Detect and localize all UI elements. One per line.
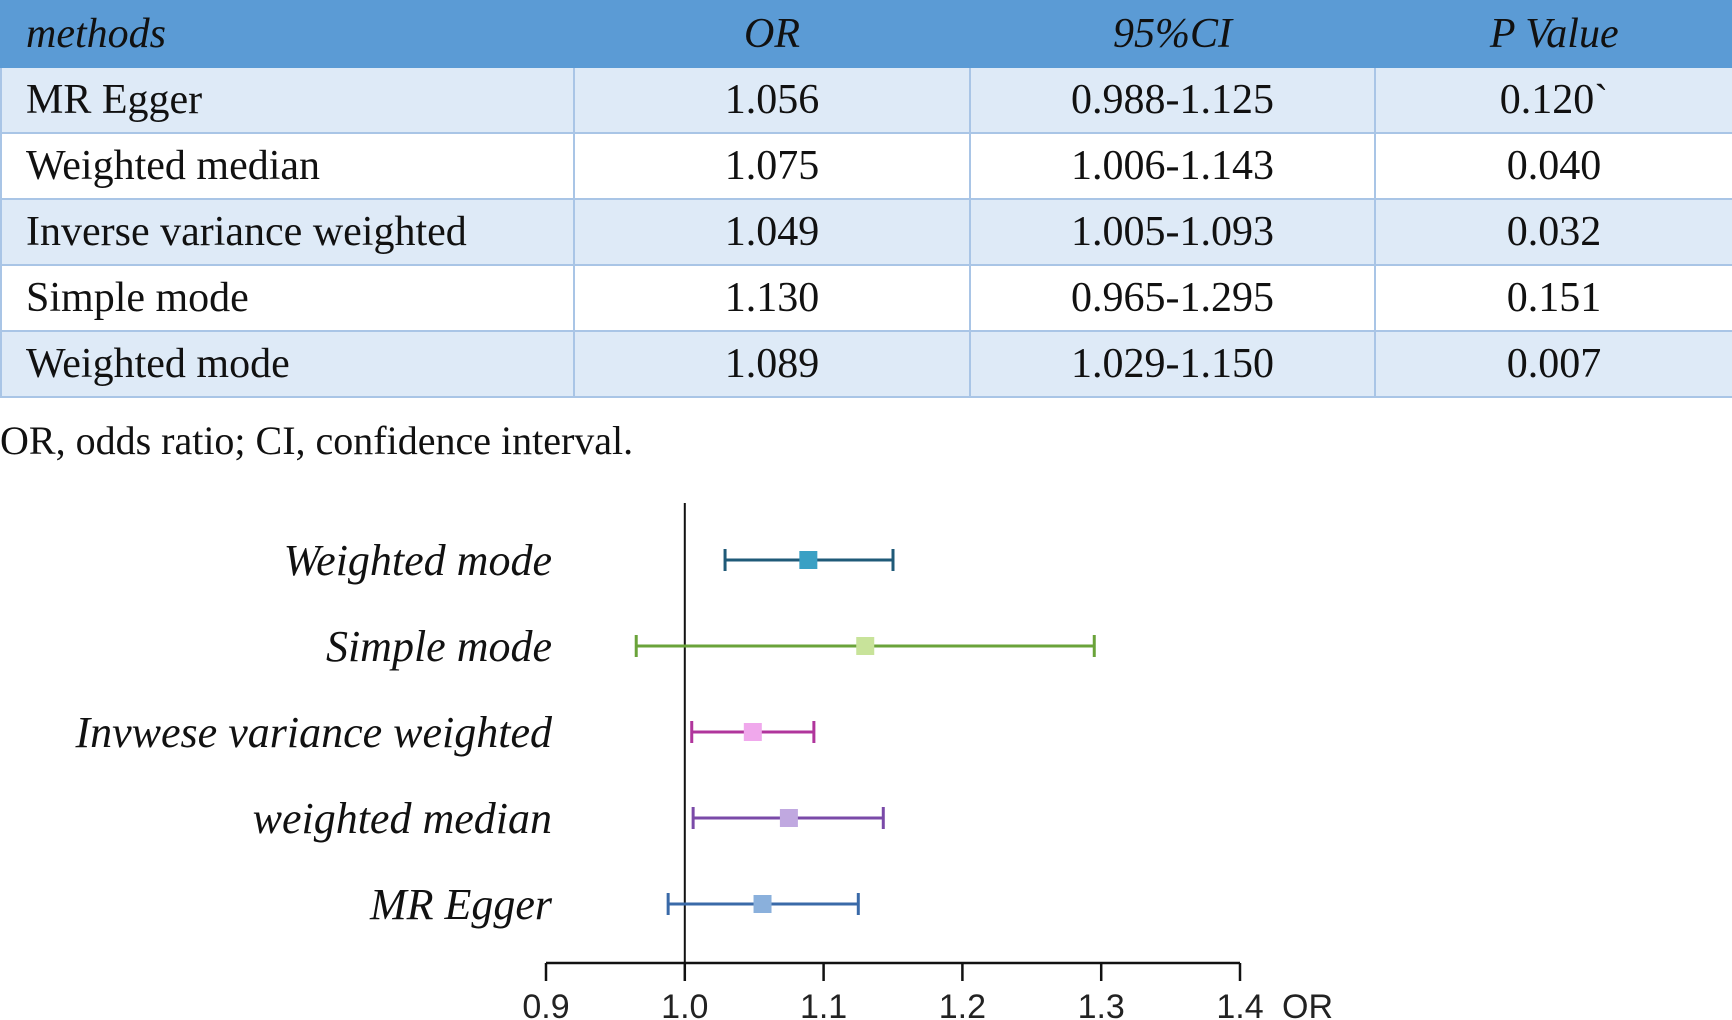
- header-p-value: P Value: [1374, 0, 1732, 68]
- method-label: weighted median: [253, 794, 552, 843]
- cell-ci: 0.965-1.295: [969, 264, 1376, 332]
- x-axis-title: OR: [1282, 988, 1333, 1020]
- forest-plot: 0.9 1.0 1.1 1.2 1.3 1.4 OR Weighted mode Simple …: [74, 503, 1333, 1020]
- method-label: Invwese variance weighted: [74, 708, 553, 757]
- or-point: [856, 637, 875, 655]
- table-header-row: methods OR 95%CI P Value: [0, 0, 1732, 68]
- or-point: [799, 551, 818, 569]
- method-label: MR Egger: [369, 880, 553, 929]
- cell-or: 1.089: [573, 330, 971, 398]
- x-tick-label: 1.2: [939, 988, 986, 1020]
- or-point: [743, 723, 762, 741]
- x-tick-label: 0.9: [522, 988, 569, 1020]
- method-label: Weighted mode: [284, 536, 552, 585]
- cell-ci: 1.029-1.150: [969, 330, 1376, 398]
- header-methods: methods: [0, 0, 575, 68]
- cell-method: Inverse variance weighted: [0, 198, 575, 266]
- x-tick-label: 1.1: [800, 988, 847, 1020]
- cell-ci: 0.988-1.125: [969, 66, 1376, 134]
- x-tick-label: 1.3: [1078, 988, 1125, 1020]
- cell-or: 1.130: [573, 264, 971, 332]
- cell-ci: 1.006-1.143: [969, 132, 1376, 200]
- header-or: OR: [573, 0, 971, 68]
- cell-or: 1.075: [573, 132, 971, 200]
- cell-p: 0.120`: [1374, 66, 1732, 134]
- x-tick-label: 1.4: [1216, 988, 1263, 1020]
- cell-method: Simple mode: [0, 264, 575, 332]
- or-point: [779, 809, 798, 827]
- cell-method: MR Egger: [0, 66, 575, 134]
- cell-method: Weighted median: [0, 132, 575, 200]
- method-label: Simple mode: [326, 622, 552, 671]
- cell-or: 1.049: [573, 198, 971, 266]
- header-ci: 95%CI: [969, 0, 1376, 68]
- results-table: methods OR 95%CI P Value MR Egger 1.056 …: [0, 0, 1732, 398]
- table-row: Simple mode 1.130 0.965-1.295 0.151: [0, 264, 1732, 332]
- cell-p: 0.040: [1374, 132, 1732, 200]
- cell-or: 1.056: [573, 66, 971, 134]
- table-footnote: OR, odds ratio; CI, confidence interval.: [0, 418, 634, 463]
- table-row: Weighted median 1.075 1.006-1.143 0.040: [0, 132, 1732, 200]
- cell-p: 0.151: [1374, 264, 1732, 332]
- cell-p: 0.032: [1374, 198, 1732, 266]
- cell-p: 0.007: [1374, 330, 1732, 398]
- table-row: Weighted mode 1.089 1.029-1.150 0.007: [0, 330, 1732, 398]
- or-point: [753, 895, 772, 913]
- cell-method: Weighted mode: [0, 330, 575, 398]
- table-row: Inverse variance weighted 1.049 1.005-1.…: [0, 198, 1732, 266]
- x-tick-label: 1.0: [661, 988, 708, 1020]
- cell-ci: 1.005-1.093: [969, 198, 1376, 266]
- table-row: MR Egger 1.056 0.988-1.125 0.120`: [0, 66, 1732, 134]
